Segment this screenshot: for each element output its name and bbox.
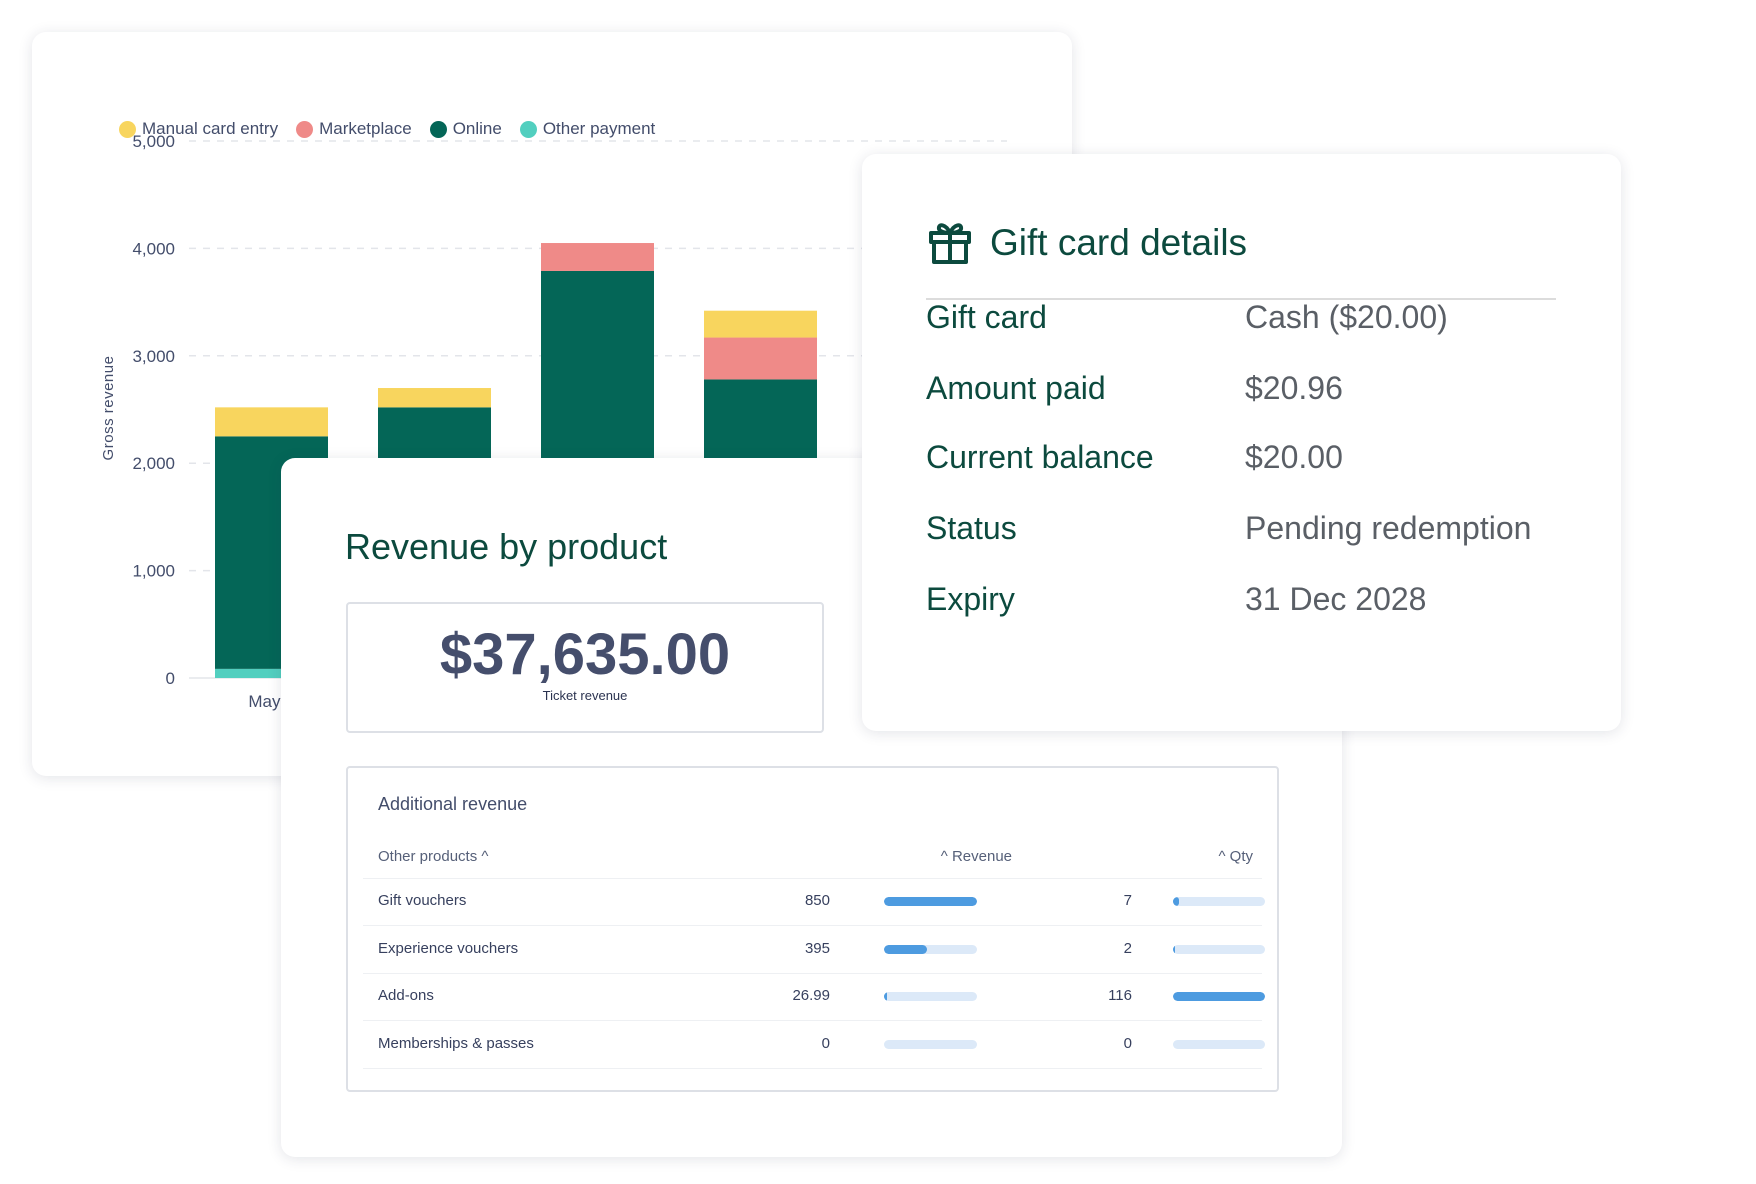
detail-label: Gift card bbox=[926, 299, 1047, 335]
additional-revenue-title: Additional revenue bbox=[378, 794, 528, 814]
ticket-revenue-label: Ticket revenue bbox=[542, 688, 628, 703]
header-other-products[interactable]: Other products ^ bbox=[378, 848, 489, 865]
product-name: Gift vouchers bbox=[378, 892, 467, 909]
qty-bar bbox=[1173, 897, 1265, 906]
chart-legend: Manual card entry Marketplace Online Oth… bbox=[119, 119, 655, 139]
detail-value: Pending redemption bbox=[1245, 510, 1532, 546]
revenue-bar bbox=[884, 992, 977, 1001]
y-tick-label: 5,000 bbox=[132, 132, 175, 151]
header-revenue[interactable]: ^ Revenue bbox=[940, 848, 1012, 865]
legend-dot bbox=[519, 120, 537, 138]
header-qty[interactable]: ^ Qty bbox=[1218, 848, 1253, 865]
revenue-title: Revenue by product bbox=[345, 526, 668, 567]
bar-segment-manual-card-entry bbox=[215, 407, 328, 437]
y-axis-label: Gross revenue bbox=[100, 356, 117, 461]
qty-value: 116 bbox=[1108, 987, 1132, 1004]
qty-value: 7 bbox=[1123, 892, 1132, 909]
legend-item-marketplace[interactable]: Marketplace bbox=[296, 119, 412, 139]
legend-label: Online bbox=[452, 119, 502, 138]
y-tick-label: 3,000 bbox=[132, 347, 175, 366]
qty-bar-fill bbox=[1173, 897, 1179, 906]
detail-value: Cash ($20.00) bbox=[1245, 299, 1448, 335]
table-header: Other products ^ ^ Revenue ^ Qty bbox=[363, 838, 1262, 879]
qty-bar bbox=[1173, 944, 1265, 954]
legend-label: Manual card entry bbox=[142, 119, 279, 138]
divider bbox=[926, 298, 1556, 300]
detail-label: Status bbox=[926, 510, 1017, 546]
detail-label: Current balance bbox=[926, 439, 1154, 475]
legend-label: Other payment bbox=[542, 119, 656, 138]
detail-value: $20.96 bbox=[1245, 370, 1343, 406]
qty-value: 2 bbox=[1123, 939, 1132, 957]
revenue-bar-fill bbox=[884, 992, 887, 1001]
table-row[interactable]: Memberships & passes 0 0 bbox=[363, 1021, 1265, 1069]
bar-segment-other-payment bbox=[215, 668, 328, 678]
revenue-bar bbox=[884, 1039, 977, 1049]
bar-segment-marketplace bbox=[541, 243, 654, 271]
product-name: Experience vouchers bbox=[378, 939, 519, 957]
table-row[interactable]: Experience vouchers 395 2 bbox=[363, 926, 1265, 974]
legend-label: Marketplace bbox=[319, 119, 412, 138]
gift-card-details-card: Gift card details Gift card Cash ($20.00)… bbox=[862, 154, 1621, 731]
table-row[interactable]: Add-ons 26.99 116 bbox=[363, 973, 1265, 1021]
product-name: Memberships & passes bbox=[378, 1034, 534, 1052]
qty-bar-fill bbox=[1173, 944, 1176, 954]
revenue-bar bbox=[884, 944, 977, 954]
ticket-revenue-amount: $37,635.00 bbox=[439, 622, 731, 687]
gift-card-title: Gift card details bbox=[990, 222, 1248, 263]
detail-label: Amount paid bbox=[926, 370, 1106, 406]
y-tick-label: 4,000 bbox=[132, 239, 175, 258]
detail-label: Expiry bbox=[926, 581, 1015, 617]
y-tick-label: 1,000 bbox=[132, 562, 175, 581]
detail-value: 31 Dec 2028 bbox=[1245, 581, 1427, 617]
revenue-bar-fill bbox=[884, 897, 977, 906]
revenue-value: 395 bbox=[804, 939, 830, 957]
legend-item-online[interactable]: Online bbox=[429, 119, 502, 139]
bar-segment-manual-card-entry bbox=[704, 310, 817, 338]
bar-segment-manual-card-entry bbox=[378, 388, 491, 408]
table-row[interactable]: Gift vouchers 850 7 bbox=[363, 878, 1265, 926]
product-name: Add-ons bbox=[378, 987, 434, 1004]
revenue-value: 0 bbox=[821, 1034, 830, 1052]
legend-item-manual[interactable]: Manual card entry bbox=[119, 119, 278, 139]
revenue-value: 26.99 bbox=[792, 987, 830, 1004]
qty-bar-fill bbox=[1173, 992, 1265, 1001]
legend-item-other[interactable]: Other payment bbox=[519, 119, 656, 139]
y-tick-label: 0 bbox=[166, 669, 175, 688]
qty-bar bbox=[1173, 1039, 1265, 1049]
legend-dot bbox=[296, 120, 314, 138]
legend-dot bbox=[119, 120, 136, 138]
legend-dot bbox=[429, 120, 447, 138]
ticket-revenue-box: $37,635.00 Ticket revenue bbox=[346, 602, 824, 733]
qty-value: 0 bbox=[1123, 1034, 1132, 1052]
qty-bar bbox=[1173, 992, 1265, 1001]
revenue-bar bbox=[884, 897, 977, 906]
revenue-bar-fill bbox=[884, 944, 927, 954]
detail-value: $20.00 bbox=[1245, 439, 1343, 475]
gift-icon bbox=[929, 223, 971, 264]
bar-segment-marketplace bbox=[704, 337, 817, 380]
y-tick-label: 2,000 bbox=[132, 454, 175, 473]
additional-revenue-table: Additional revenue Other products ^ ^ Re… bbox=[346, 766, 1279, 1092]
revenue-value: 850 bbox=[804, 892, 830, 909]
